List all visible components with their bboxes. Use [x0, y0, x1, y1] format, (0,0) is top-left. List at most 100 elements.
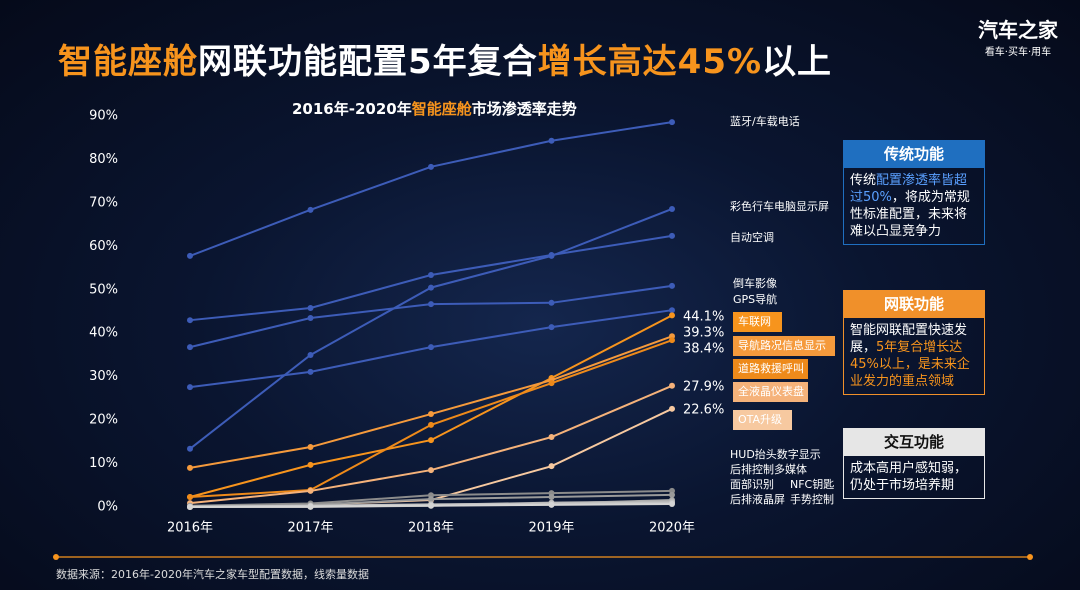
- point: [428, 301, 434, 308]
- panel: 交互功能 成本高用户感知弱，仍处于市场培养期: [843, 428, 985, 499]
- title-part: 智能座舱: [58, 42, 198, 82]
- series-label: 蓝牙/车载电话: [730, 114, 800, 128]
- y-tick-label: 30%: [89, 369, 118, 384]
- panel-text: 传统配置渗透率皆超过50%，将成为常规性标准配置，未来将难以凸显竞争力: [843, 168, 985, 245]
- value-label: 39.3%: [683, 326, 724, 341]
- point: [187, 344, 193, 351]
- y-tick-label: 90%: [89, 109, 118, 124]
- point: [669, 282, 675, 289]
- point: [548, 380, 555, 387]
- series-line: [189, 234, 673, 322]
- text-part: 5年复合增长达45%以上，是未来企业发力的重点领域: [850, 340, 970, 389]
- series-line: [189, 335, 673, 469]
- label-box: [733, 382, 808, 402]
- point: [669, 491, 675, 498]
- text-part: 配置渗透率皆超过50%: [850, 173, 968, 205]
- point: [669, 307, 675, 314]
- series-label: 倒车影像: [733, 276, 777, 290]
- series-line: [189, 339, 673, 499]
- series-label: 全液晶仪表盘: [738, 384, 804, 398]
- series-line: [189, 384, 673, 505]
- point: [187, 504, 193, 510]
- x-tick-label: 2020年: [649, 521, 695, 536]
- point: [548, 137, 555, 144]
- point: [669, 119, 675, 126]
- point: [548, 501, 555, 508]
- y-tick-label: 10%: [89, 456, 118, 471]
- x-tick-label: 2018年: [408, 521, 454, 536]
- panel-title: 传统功能: [843, 140, 985, 168]
- chart-title-part: 智能座舱: [411, 100, 472, 118]
- slide-title: 智能座舱网联功能配置5年复合增长高达45%以上: [58, 34, 832, 83]
- point: [428, 502, 434, 509]
- point: [669, 500, 675, 507]
- logo: 汽车之家 看车·买车·用车: [978, 14, 1058, 58]
- point: [428, 496, 434, 503]
- label-box: [733, 336, 835, 356]
- x-tick-label: 2019年: [528, 521, 574, 536]
- panel: 传统功能 传统配置渗透率皆超过50%，将成为常规性标准配置，未来将难以凸显竞争力: [843, 140, 985, 245]
- chart-title: 2016年-2020年智能座舱市场渗透率走势: [292, 98, 577, 119]
- point: [428, 421, 434, 428]
- y-tick-label: 80%: [89, 152, 118, 167]
- point: [669, 232, 675, 239]
- point: [187, 445, 193, 452]
- text-part: 传统: [850, 173, 877, 188]
- series-label: 后排液晶屏: [730, 492, 785, 506]
- point: [428, 411, 434, 418]
- series-label: 车联网: [738, 314, 771, 328]
- point: [669, 205, 675, 212]
- x-tick-label: 2017年: [287, 521, 333, 536]
- y-tick-label: 50%: [89, 282, 118, 297]
- label-box: [733, 410, 792, 430]
- chart-title-part: 市场渗透率走势: [471, 100, 577, 118]
- series-label: 面部识别: [730, 477, 774, 491]
- point: [548, 324, 555, 331]
- point: [307, 315, 314, 322]
- panel: 网联功能 智能网联配置快速发展，5年复合增长达45%以上，是未来企业发力的重点领…: [843, 290, 985, 395]
- point: [548, 434, 555, 441]
- x-tick-label: 2016年: [167, 521, 213, 536]
- chart-title-part: 2016年-2020年: [292, 100, 412, 118]
- value-label: 22.6%: [683, 403, 724, 418]
- series-line: [189, 284, 673, 349]
- label-box: [733, 359, 808, 379]
- label-box: [733, 312, 782, 332]
- panel-text: 成本高用户感知弱，仍处于市场培养期: [843, 456, 985, 499]
- point: [187, 464, 193, 471]
- panel-title: 网联功能: [843, 290, 985, 318]
- series-label: OTA升级: [738, 413, 782, 426]
- panel-title: 交互功能: [843, 428, 985, 456]
- title-part: 网联功能配置5年复合: [198, 42, 538, 82]
- point: [307, 487, 314, 494]
- y-tick-label: 0%: [97, 500, 118, 515]
- point: [187, 317, 193, 324]
- title-part: 以上: [762, 42, 833, 82]
- point: [548, 494, 555, 501]
- series-label: 彩色行车电脑显示屏: [730, 199, 829, 213]
- point: [669, 382, 675, 389]
- rule-dot: [1027, 554, 1033, 560]
- point: [428, 437, 434, 444]
- point: [548, 463, 555, 470]
- series-label: NFC钥匙: [790, 477, 834, 491]
- text-part: ，将成为常规性标准配置，未来将难以凸显竞争力: [850, 190, 970, 239]
- value-label: 44.1%: [683, 310, 724, 325]
- text-part: 成本高用户感知弱，仍处于市场培养期: [850, 461, 968, 493]
- point: [187, 384, 193, 391]
- text-part: 智能网联配置快速发展，: [850, 323, 968, 355]
- series-label: 后排控制多媒体: [730, 462, 807, 476]
- logo-text: 汽车之家: [978, 18, 1058, 42]
- y-tick-label: 60%: [89, 239, 118, 254]
- point: [428, 344, 434, 351]
- point: [187, 494, 193, 501]
- point: [428, 272, 434, 279]
- series-label: 自动空调: [730, 230, 774, 244]
- series-label: 道路救援呼叫: [738, 361, 804, 375]
- value-label: 38.4%: [683, 342, 724, 357]
- point: [307, 461, 314, 468]
- point: [548, 299, 555, 306]
- value-label: 27.9%: [683, 380, 724, 395]
- rule-dot: [53, 554, 59, 560]
